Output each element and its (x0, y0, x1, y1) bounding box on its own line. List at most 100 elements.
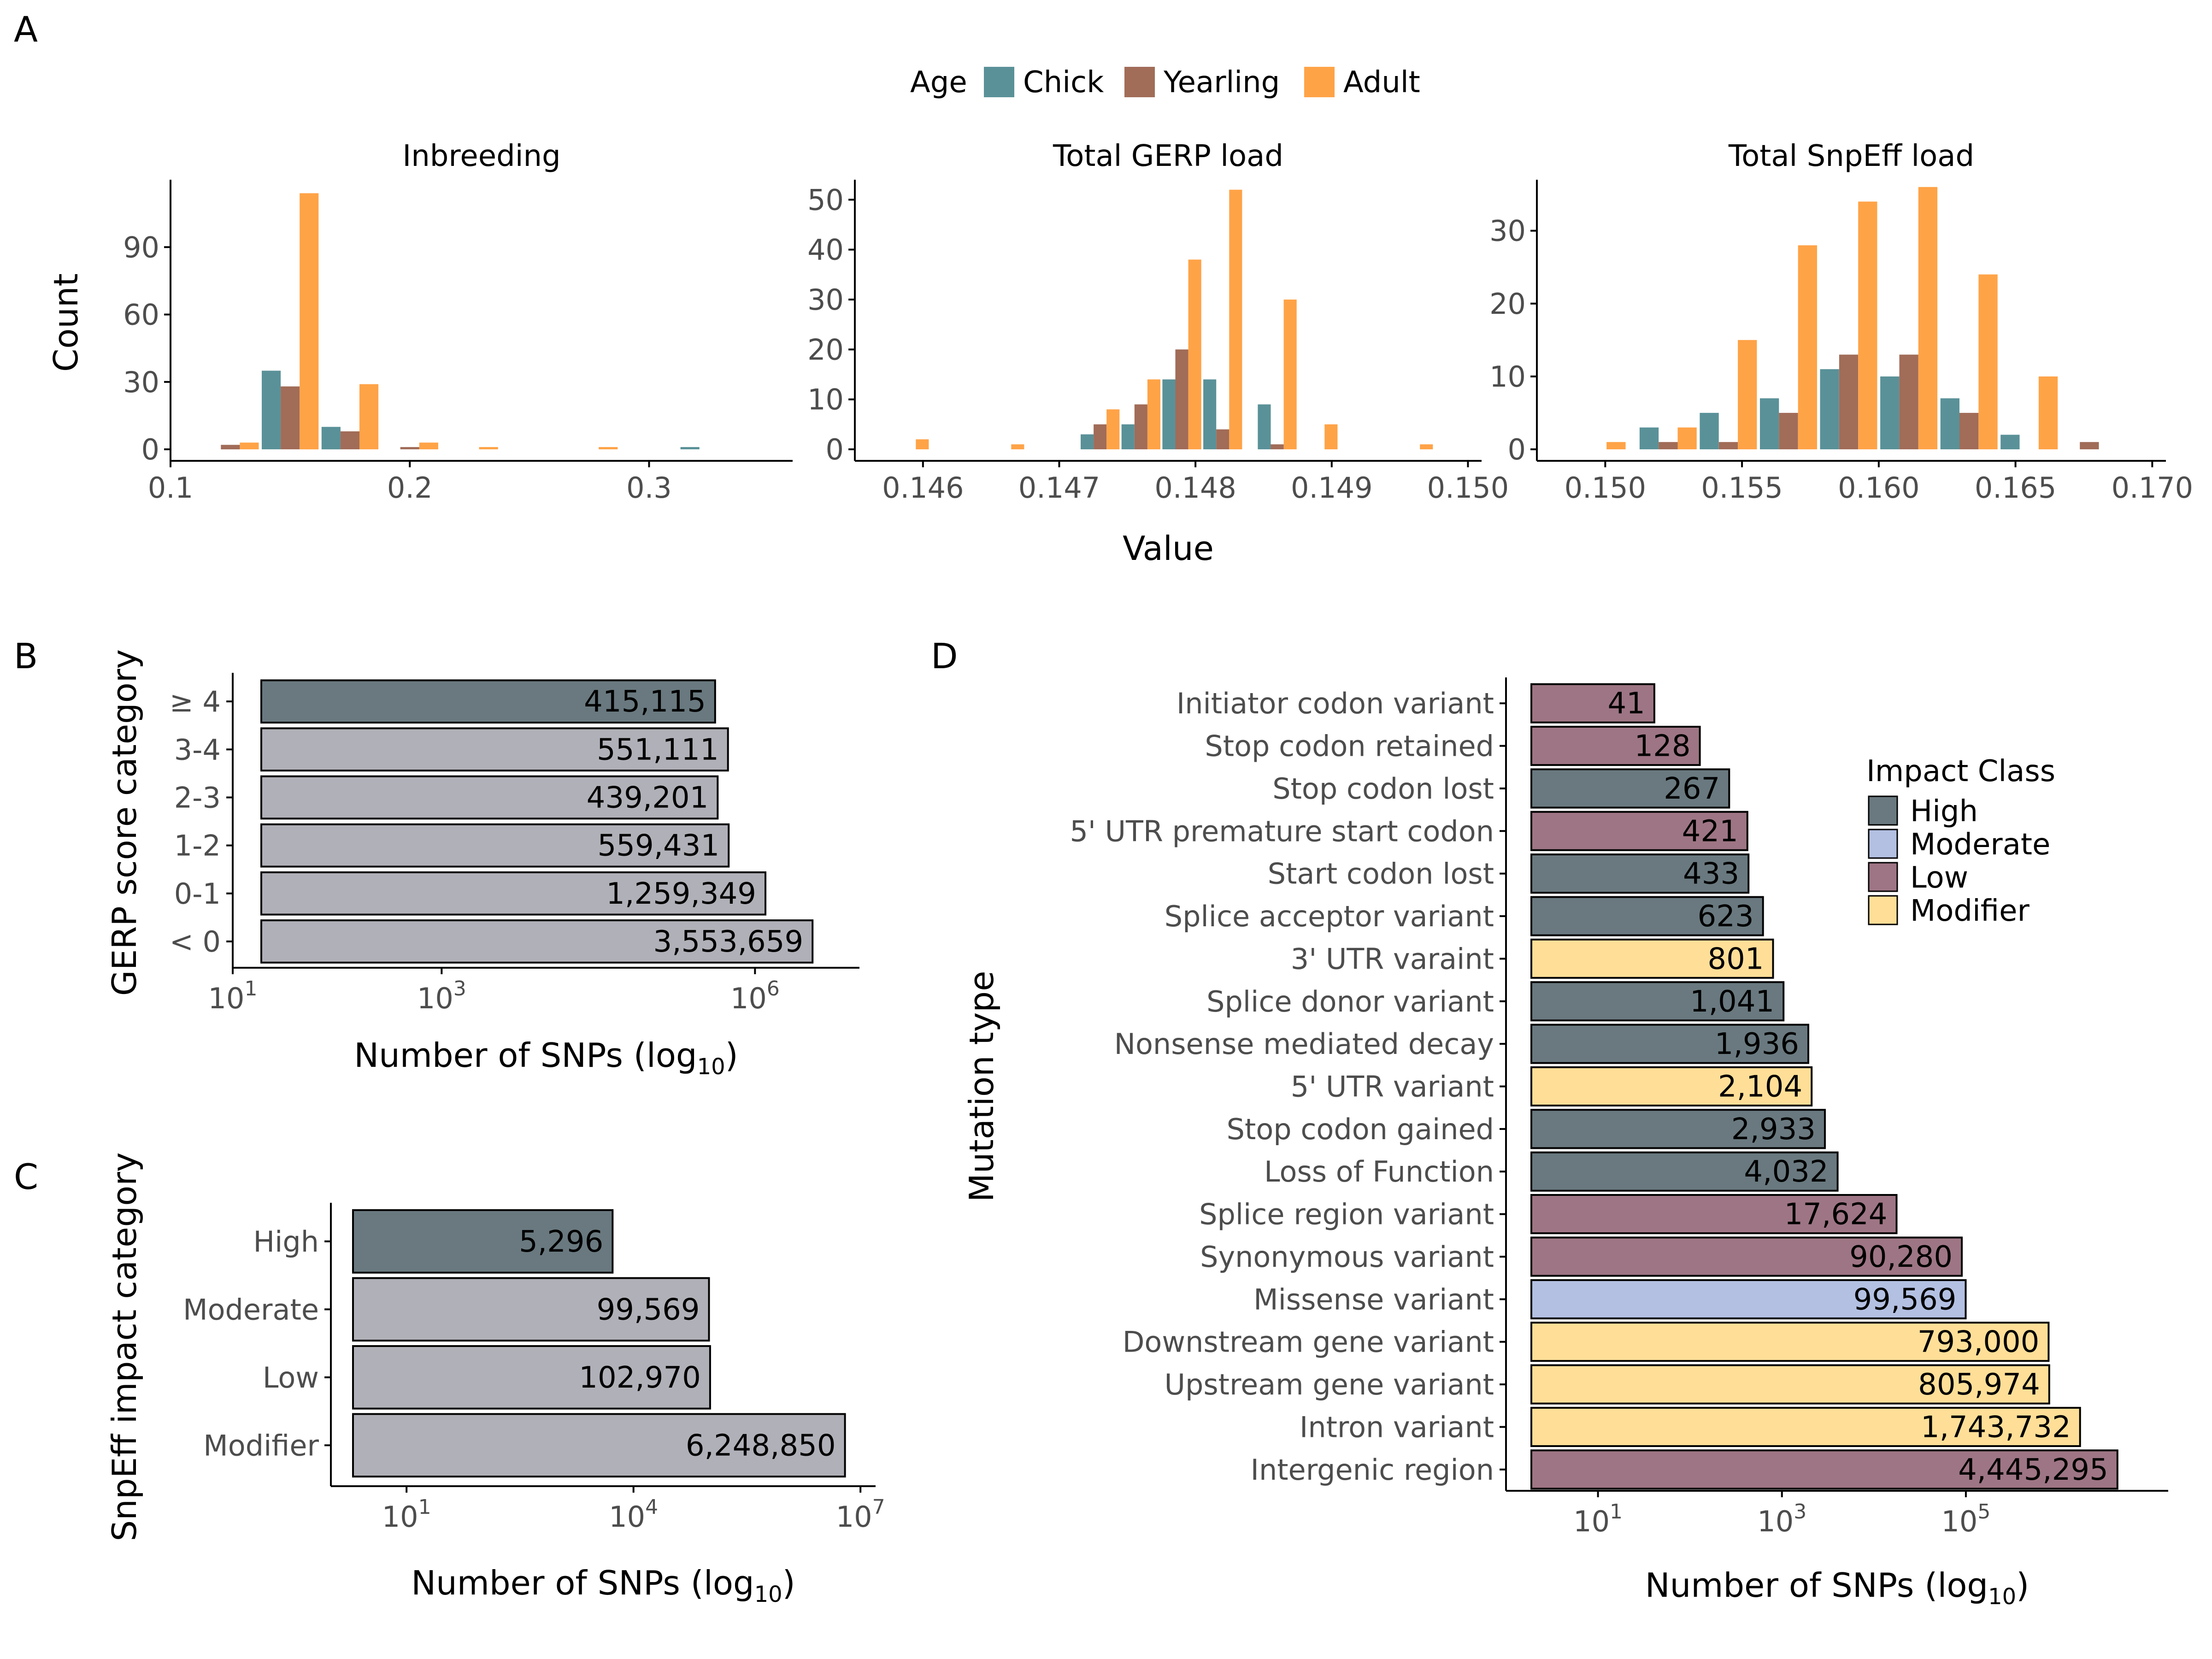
bar (260, 871, 766, 916)
x-tick-label: 0.150 (1565, 471, 1647, 505)
histogram-bar (2000, 435, 2020, 449)
bar (1530, 896, 1764, 936)
legend-swatch-low (1868, 862, 1898, 892)
histogram-bar (1134, 404, 1147, 449)
y-axis-title: SnpEff impact category (105, 1153, 144, 1541)
bar-value-label: 4,445,295 (1958, 1453, 2108, 1487)
category-label: ≥ 4 (170, 685, 221, 718)
panel-label-b: B (14, 635, 38, 677)
bar (1530, 1449, 2118, 1490)
histogram-bar (1760, 398, 1779, 449)
bar-value-label: 623 (1698, 900, 1754, 934)
histogram-bar (1639, 427, 1659, 449)
category-label: Splice donor variant (1206, 985, 1494, 1018)
histogram-bar (321, 427, 341, 450)
legend-label-low: Low (1910, 861, 1968, 895)
histogram-bar (240, 442, 259, 449)
y-tick-label: 30 (123, 365, 159, 399)
histogram-total-snpeff-load: Total SnpEff load 0 10 20 30 0.150 0.155 0.160 0… (1489, 139, 2193, 505)
facet-title: Total SnpEff load (1728, 139, 1974, 173)
x-axis-title: Number of SNPs (log10) (354, 1036, 738, 1080)
x-tick-label: 0.147 (1018, 471, 1100, 505)
category-label: Loss of Function (1264, 1155, 1494, 1188)
histogram-bar (419, 442, 438, 449)
x-tick-label: 104 (609, 1495, 658, 1534)
histogram-bar (1718, 442, 1738, 449)
panel-a-x-axis-title: Value (1123, 529, 1214, 568)
age-legend: Age Chick Yearling Adult (910, 65, 1420, 100)
bar (1530, 1279, 1967, 1319)
x-tick-label: 0.165 (1975, 471, 2057, 505)
histogram-bar (400, 447, 419, 449)
y-tick-label: 20 (1489, 287, 1526, 321)
x-tick-label: 105 (1941, 1500, 1990, 1538)
x-tick-label: 0.150 (1427, 471, 1509, 505)
y-tick-label: 50 (807, 183, 844, 217)
histogram-bar (1918, 187, 1938, 449)
x-tick-label: 103 (1757, 1500, 1806, 1538)
histogram-bar (1899, 354, 1918, 449)
histogram-bar (1147, 379, 1160, 449)
category-label: Synonymous variant (1200, 1240, 1494, 1274)
bar-value-label: 2,933 (1731, 1112, 1816, 1147)
y-tick-label: 0 (141, 433, 159, 466)
gerp-category-bar-chart: 415,115 ≥ 4 551,111 3-4 439,201 2-3 559,431 1-2… (105, 649, 859, 1080)
bar-value-label: 128 (1634, 729, 1690, 764)
histogram-bar (1106, 409, 1120, 449)
bar (352, 1277, 710, 1342)
bar-value-label: 805,974 (1918, 1368, 2040, 1402)
histogram-bar (1959, 412, 1979, 449)
category-label: Initiator codon variant (1177, 687, 1494, 720)
bar-value-label: 3,553,659 (653, 925, 803, 959)
x-tick-label: 101 (1573, 1500, 1623, 1538)
legend-label-yearling: Yearling (1163, 65, 1280, 100)
histogram-bar (1203, 379, 1217, 449)
histogram-bar (1820, 369, 1839, 449)
bar (1530, 683, 1655, 724)
y-tick-label: 40 (807, 233, 844, 267)
bar (1530, 1066, 1813, 1106)
histogram-bar (1283, 300, 1297, 449)
bar-value-label: 6,248,850 (686, 1429, 836, 1463)
bar (1530, 1151, 1839, 1192)
x-tick-label: 107 (836, 1495, 885, 1534)
legend-swatch-moderate (1868, 829, 1898, 859)
bar (1530, 811, 1748, 851)
bar (1530, 1024, 1809, 1064)
x-tick-label: 0.160 (1838, 471, 1920, 505)
histogram-bar (1229, 189, 1242, 449)
histogram-bar (680, 447, 700, 449)
histogram-bar (1258, 404, 1271, 449)
histogram-bar (479, 447, 498, 449)
histogram-inbreeding: Inbreeding 0 30 60 90 0.1 0.2 0.3 (123, 139, 793, 505)
category-label: High (253, 1225, 319, 1259)
category-label: Splice acceptor variant (1165, 900, 1494, 933)
category-label: Modifier (203, 1429, 319, 1462)
panel-a-y-axis-title: Count (47, 273, 85, 372)
histogram-bar (1094, 424, 1107, 449)
x-tick-label: 0.3 (626, 471, 672, 505)
x-tick-label: 0.146 (882, 471, 964, 505)
category-label: Downstream gene variant (1123, 1325, 1494, 1359)
bar (260, 919, 814, 964)
histogram-bar (281, 386, 300, 449)
category-label: 5' UTR premature start codon (1070, 814, 1494, 848)
histogram-bar (599, 447, 618, 449)
x-tick-label: 0.149 (1291, 471, 1373, 505)
category-label: 2-3 (174, 781, 221, 814)
y-axis-title: GERP score category (105, 649, 144, 996)
y-tick-label: 10 (1489, 360, 1526, 394)
x-tick-label: 0.2 (387, 471, 433, 505)
histogram-bar (1216, 429, 1230, 449)
bar-value-label: 415,115 (584, 685, 706, 719)
y-tick-label: 20 (807, 333, 844, 366)
bar-value-label: 1,041 (1690, 985, 1774, 1019)
histogram-bar (1011, 444, 1024, 449)
histogram-bar (1606, 442, 1626, 449)
x-axis-title: Number of SNPs (log10) (411, 1564, 795, 1607)
category-label: 3-4 (174, 733, 221, 766)
bar-value-label: 793,000 (1918, 1325, 2040, 1359)
category-label: Intron variant (1300, 1410, 1494, 1444)
histogram-bar (1677, 427, 1697, 449)
x-tick-label: 0.148 (1154, 471, 1236, 505)
